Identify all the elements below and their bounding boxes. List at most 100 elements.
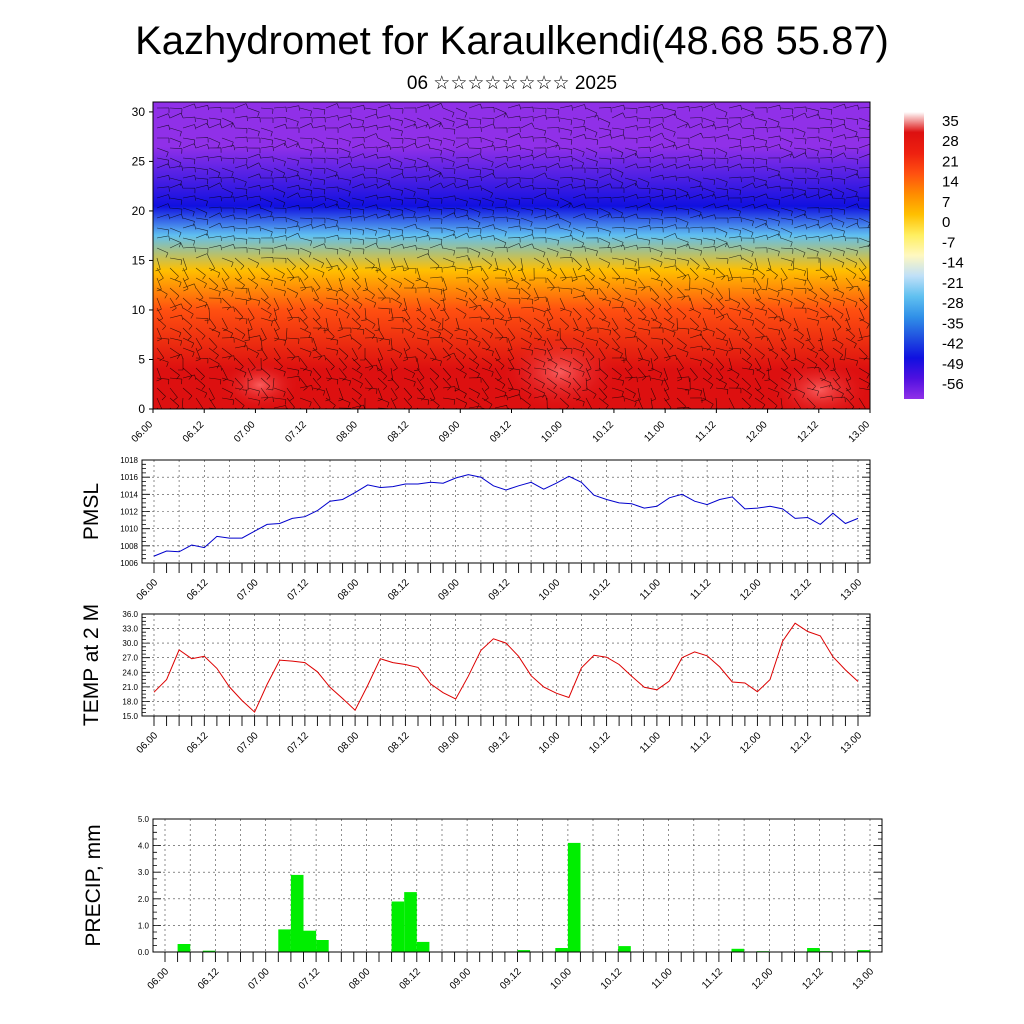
xtick-label: 11.12	[688, 577, 713, 602]
ytick-label: 5.0	[138, 815, 150, 824]
main-xtick-label: 12.00	[744, 419, 770, 445]
xtick-label: 10.00	[549, 966, 575, 992]
main-xtick-label: 13.00	[847, 419, 873, 445]
xtick-label: 10.12	[599, 966, 625, 992]
x-tick-marks	[153, 716, 859, 726]
vertical-grid	[164, 819, 871, 952]
ytick-label: 1012	[120, 508, 138, 517]
xtick-label: 12.12	[788, 577, 814, 603]
main-xtick-label: 06.00	[130, 419, 156, 445]
xtick-label: 11.12	[688, 730, 713, 755]
xtick-label: 08.12	[386, 577, 412, 603]
upper-air-section: 0 5 10 15 20 25 30 06.00 06.12 07.00 07.12 08.00 08.…	[130, 101, 873, 445]
xtick-label: 09.00	[448, 966, 474, 992]
colorbar-label: -42	[942, 336, 964, 353]
precip-bar	[202, 950, 216, 952]
ytick-label: 33.0	[122, 625, 138, 634]
colorbar-strip	[904, 112, 924, 399]
xtick-label: 07.12	[286, 730, 312, 756]
xtick-label: 09.12	[487, 577, 513, 603]
warm-cell	[770, 360, 870, 409]
y-axis-label: TEMP at 2 M	[80, 604, 103, 726]
xtick-label: 10.00	[537, 577, 563, 603]
pmsl-panel: 1006 1008 1010 1012 1014 1016 1018 06.00 06.12 07…	[80, 456, 871, 603]
precip-bar	[555, 948, 568, 952]
xtick-label: 12.12	[788, 730, 814, 756]
colorbar-label: 14	[942, 174, 959, 191]
colorbar-label: 0	[942, 214, 950, 231]
colorbar-label: -21	[942, 275, 964, 292]
main-ytick-label: 15	[132, 253, 146, 267]
main-xtick-label: 10.00	[539, 419, 565, 445]
xtick-label: 10.12	[587, 730, 613, 756]
xtick-label: 07.00	[246, 966, 272, 992]
ytick-label: 1006	[120, 559, 138, 568]
xtick-label: 12.12	[800, 966, 826, 992]
xtick-label: 11.00	[638, 730, 663, 755]
main-xtick-label: 07.12	[283, 419, 309, 445]
xtick-label: 08.12	[386, 730, 412, 756]
ytick-label: 1018	[120, 456, 138, 465]
main-xtick-label: 09.12	[488, 419, 514, 445]
precip-bar	[391, 901, 405, 952]
main-xtick-label: 08.00	[335, 419, 361, 445]
temp-line	[153, 622, 859, 713]
main-xtick-label: 10.12	[591, 419, 617, 445]
precip-bar	[177, 944, 191, 952]
page-subtitle: 06 ☆☆☆☆☆☆☆☆ 2025	[406, 73, 618, 94]
xtick-label: 09.00	[436, 577, 462, 603]
precip-bar	[416, 941, 430, 952]
ytick-label: 1010	[120, 525, 138, 534]
main-xtick-label: 12.12	[795, 419, 821, 445]
x-tick-marks	[164, 952, 871, 962]
warm-cell	[500, 332, 620, 409]
main-ytick-label: 5	[138, 352, 145, 366]
xtick-label: 13.00	[851, 966, 877, 992]
xtick-label: 11.00	[638, 577, 663, 602]
xtick-label: 10.12	[587, 577, 613, 603]
warm-cell	[220, 360, 300, 409]
xtick-label: 09.12	[487, 730, 513, 756]
main-ytick-label: 0	[138, 402, 145, 416]
ytick-label: 36.0	[122, 610, 138, 619]
precip-bar	[807, 948, 820, 952]
ytick-label: 3.0	[138, 868, 150, 877]
wind-barbs	[155, 103, 870, 409]
xtick-label: 13.00	[839, 730, 865, 756]
xtick-label: 06.00	[135, 730, 161, 756]
main-ytick-label: 30	[132, 105, 146, 119]
colorbar-label: -35	[942, 315, 964, 332]
colorbar-label: 35	[942, 113, 959, 130]
colorbar-label: 28	[942, 133, 959, 150]
page-title: Kazhydromet for Karaulkendi(48.68 55.87)	[135, 19, 889, 63]
x-tick-marks	[153, 563, 859, 573]
colorbar-label: -49	[942, 356, 964, 373]
xtick-label: 06.00	[146, 966, 172, 992]
xtick-label: 07.00	[235, 577, 261, 603]
ytick-label: 2.0	[138, 895, 150, 904]
ytick-label: 1014	[120, 490, 138, 499]
colorbar-label: -56	[942, 376, 964, 393]
main-ytick-label: 20	[132, 204, 146, 218]
xtick-label: 13.00	[839, 577, 865, 603]
main-xtick-label: 11.00	[642, 419, 667, 444]
colorbar-label: 7	[942, 194, 950, 211]
xtick-label: 06.12	[185, 730, 211, 756]
ytick-label: 21.0	[122, 683, 138, 692]
xtick-label: 06.12	[196, 966, 222, 992]
ytick-label: 0.0	[138, 948, 150, 957]
ytick-label: 24.0	[122, 668, 138, 677]
precip-bar	[731, 948, 745, 952]
ytick-label: 18.0	[122, 697, 138, 706]
xtick-label: 07.12	[297, 966, 323, 992]
main-xtick-label: 07.00	[232, 419, 258, 445]
y-axis-label: PMSL	[80, 483, 103, 540]
xtick-label: 10.00	[537, 730, 563, 756]
ytick-label: 1008	[120, 542, 138, 551]
xtick-label: 06.00	[135, 577, 161, 603]
colorbar: 35 28 21 14 7 0 -7 -14 -21 -28 -35 -42 -49 -56	[904, 112, 964, 399]
xtick-label: 08.00	[336, 577, 362, 603]
main-xtick-label: 09.00	[437, 419, 463, 445]
precip-bar	[567, 842, 581, 952]
